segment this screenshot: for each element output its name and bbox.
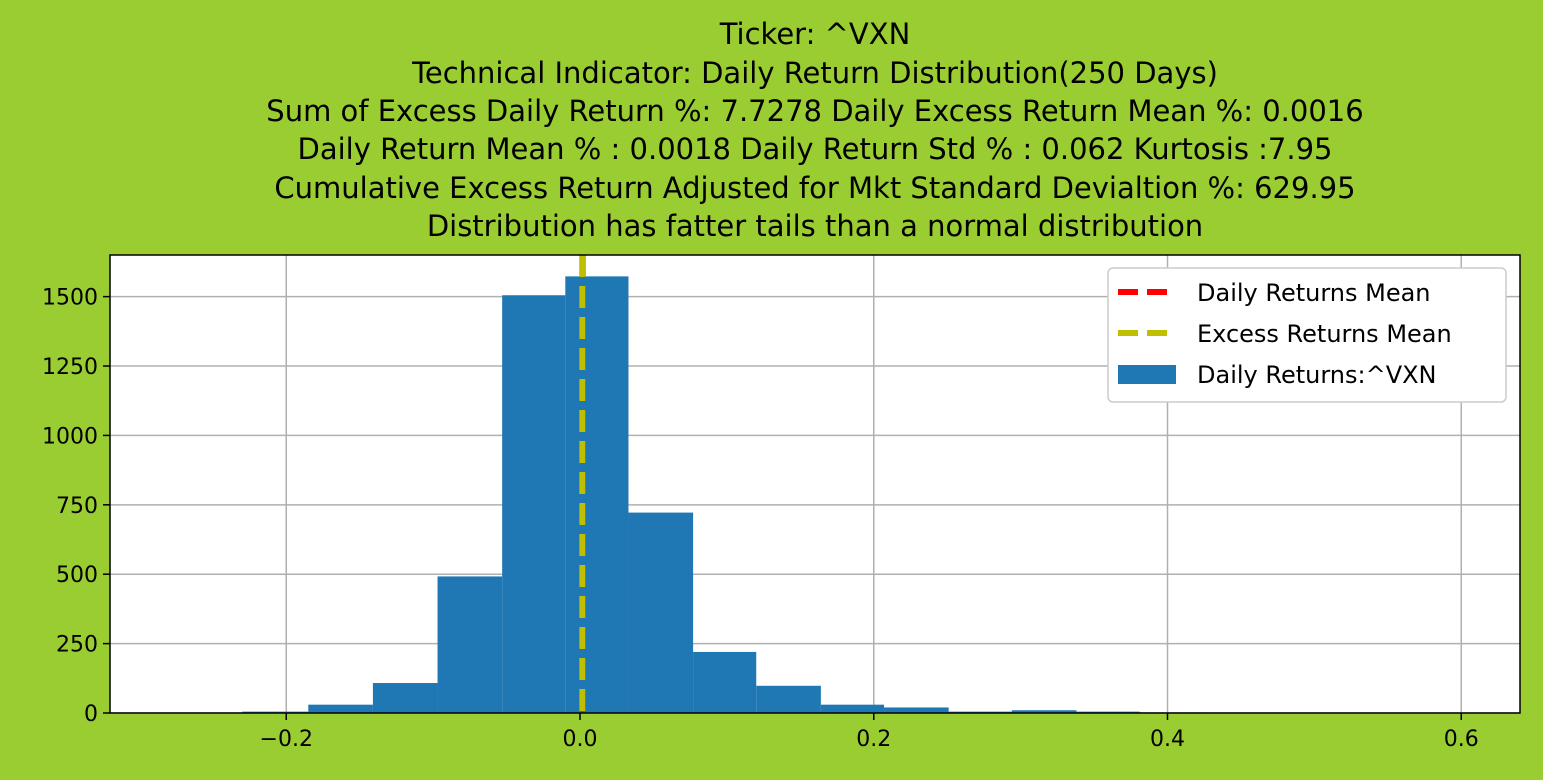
y-tick-label: 1500 [42,286,98,311]
x-tick-label: −0.2 [260,727,313,752]
legend-box [1107,267,1507,403]
histogram-bar [628,512,694,713]
title-line-2: Sum of Excess Daily Return %: 7.7278 Dai… [266,94,1363,128]
histogram-bar [502,295,566,713]
y-tick-label: 250 [56,633,98,658]
histogram-bar [565,276,629,713]
title-line-5: Distribution has fatter tails than a nor… [427,209,1203,243]
histogram-bar [372,683,438,713]
y-tick-label: 750 [56,494,98,519]
histogram-bar [756,685,821,713]
histogram-bar [820,704,885,713]
y-tick-label: 0 [84,702,98,727]
y-tick-label: 1000 [42,424,98,449]
chart-title: Ticker: ^VXN Technical Indicator: Daily R… [266,17,1363,243]
legend-daily-returns-mean-label: Daily Returns Mean [1197,279,1431,307]
histogram-bar [884,707,949,713]
title-line-3: Daily Return Mean % : 0.0018 Daily Retur… [297,132,1332,166]
legend-daily-returns-swatch [1118,365,1176,384]
title-line-1: Technical Indicator: Daily Return Distri… [411,56,1218,90]
histogram-bars [242,276,1460,713]
x-tick-label: 0.4 [1150,727,1185,752]
histogram-bar [308,704,373,713]
legend-excess-returns-mean-label: Excess Returns Mean [1197,320,1452,348]
histogram-bar [437,576,503,713]
title-line-0: Ticker: ^VXN [719,17,911,51]
y-tick-label: 1250 [42,355,98,380]
x-tick-label: 0.6 [1444,727,1479,752]
histogram-bar [693,651,757,713]
x-axis-ticks: −0.2 0.0 0.2 0.4 0.6 [260,713,1479,752]
legend-daily-returns-label: Daily Returns:^VXN [1197,361,1437,389]
y-tick-label: 500 [56,563,98,588]
x-tick-label: 0.0 [563,727,598,752]
plot-frame [109,254,1521,714]
legend: Daily Returns Mean Excess Returns Mean Dai… [1107,267,1507,403]
title-line-4: Cumulative Excess Return Adjusted for Mk… [274,171,1355,205]
y-axis-ticks: 0 250 500 750 1000 1250 1500 [42,286,110,727]
x-tick-label: 0.2 [856,727,891,752]
histogram-bar [1011,710,1077,713]
